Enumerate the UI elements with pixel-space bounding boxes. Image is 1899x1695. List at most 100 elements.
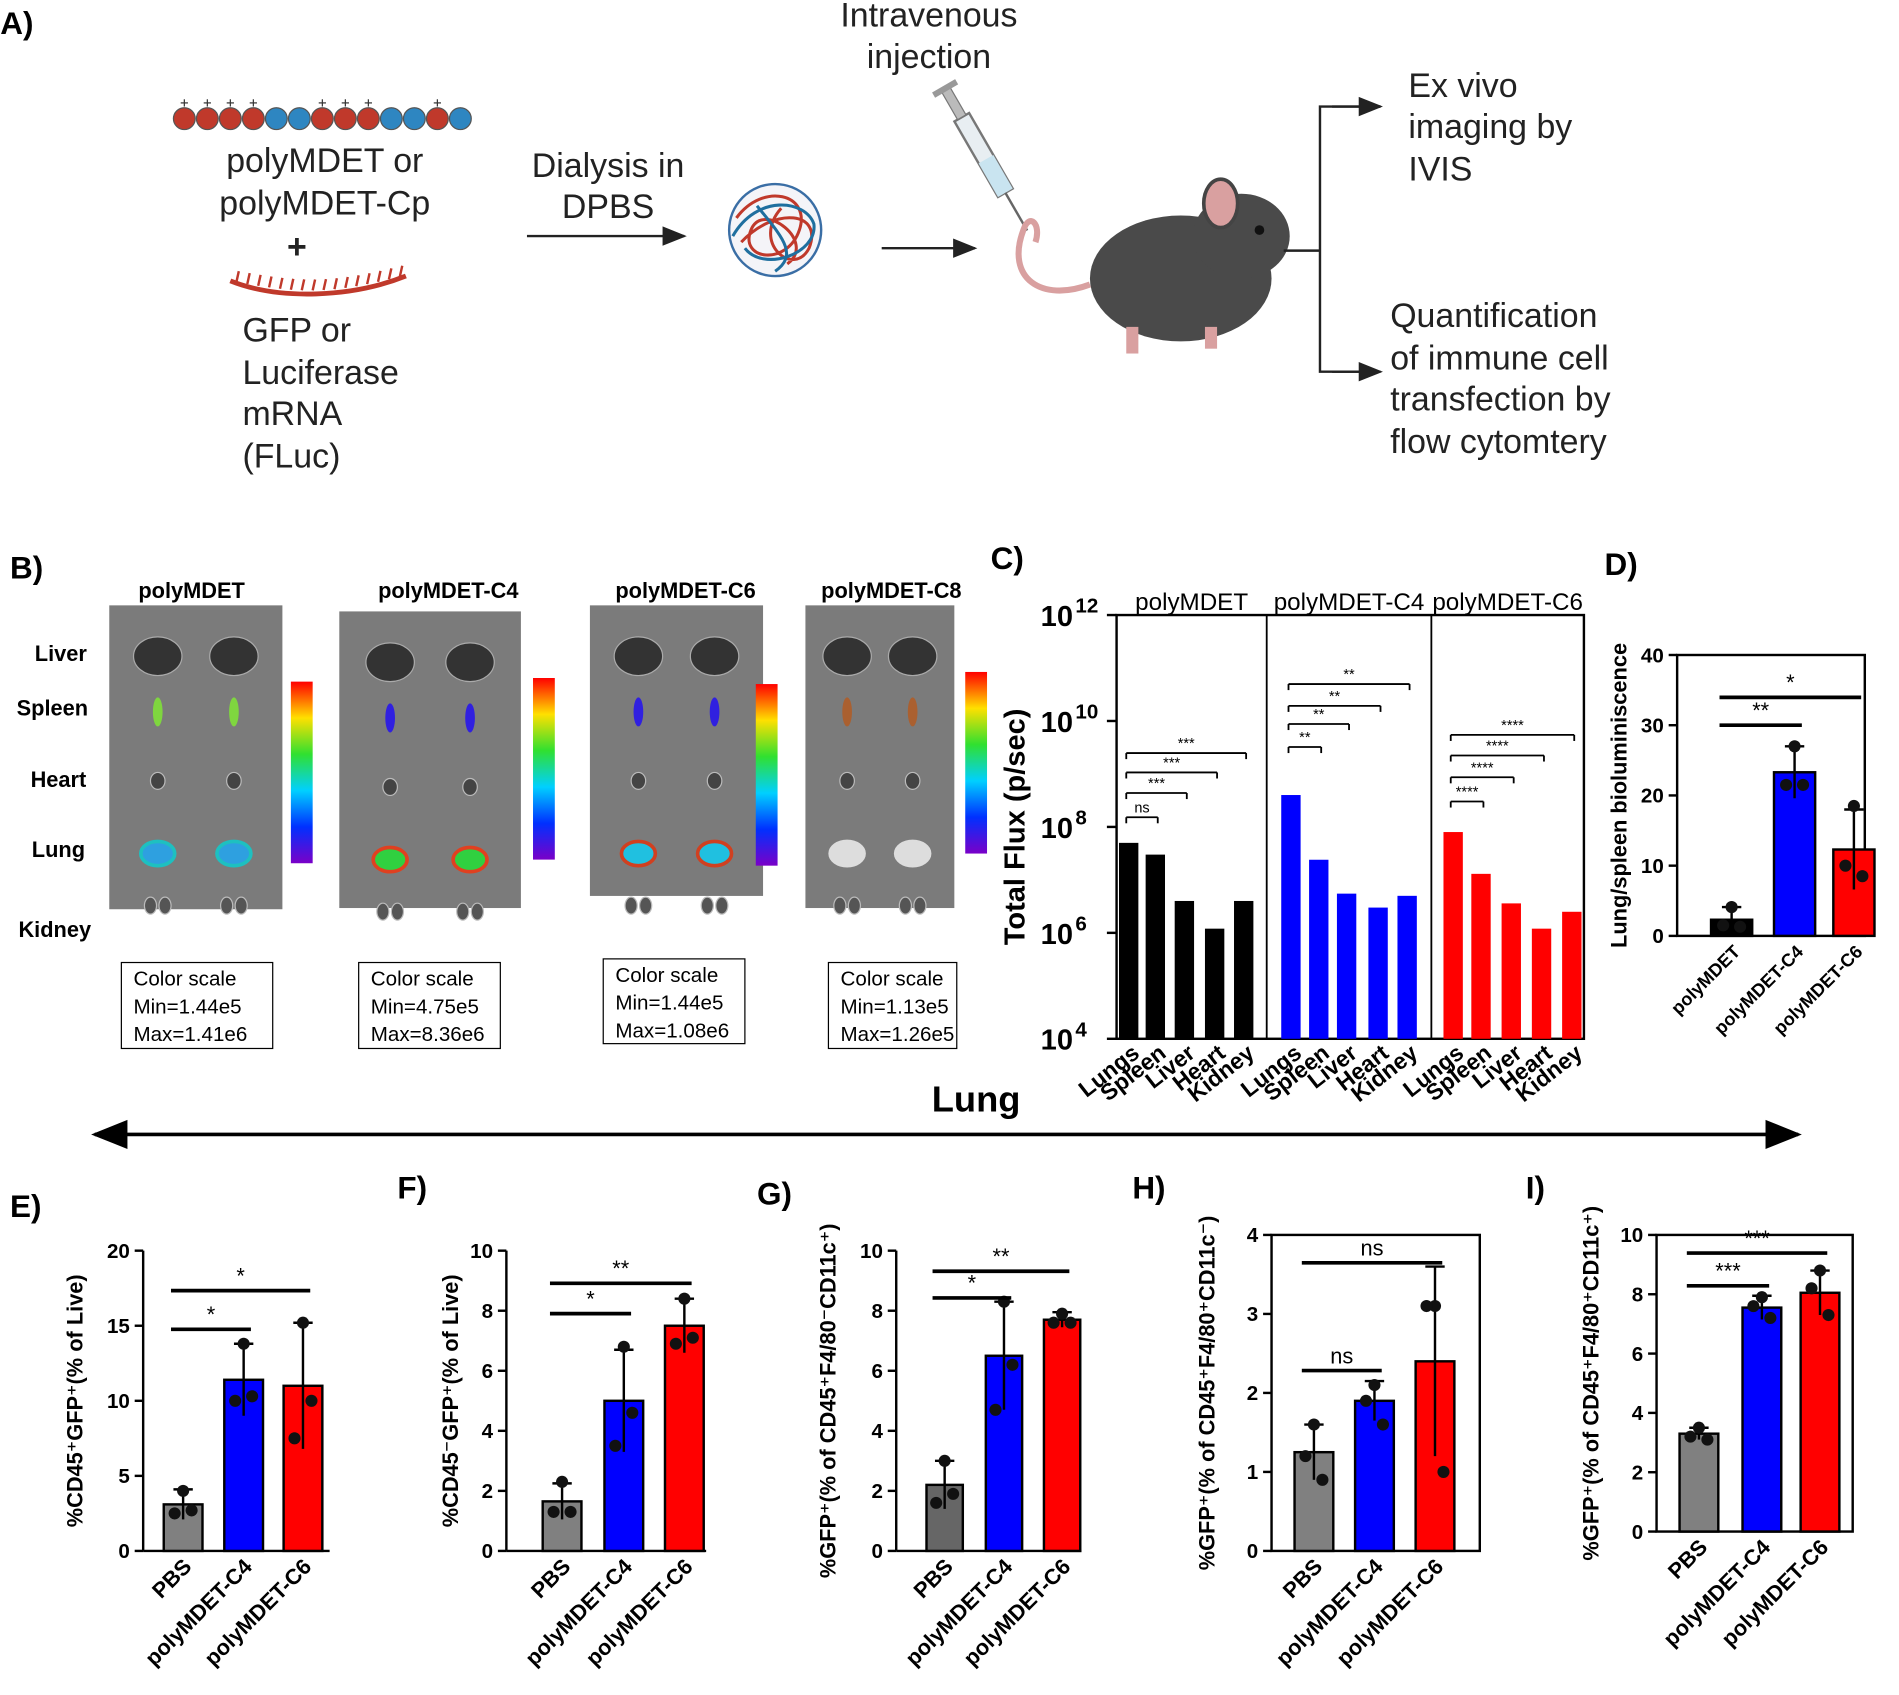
data-point: [947, 1487, 960, 1500]
data-point: [1725, 901, 1738, 914]
section-label: Lung: [932, 1078, 1021, 1119]
y-tick-label: 10: [470, 1240, 493, 1263]
y-tick-label: 10: [1041, 707, 1073, 739]
data-point: [1307, 1418, 1320, 1431]
organ-label: Spleen: [17, 696, 88, 721]
data-point: [1428, 1299, 1442, 1313]
bead: [241, 107, 265, 131]
spleen: [229, 697, 239, 727]
significance-label: ns: [1134, 800, 1149, 816]
color-scale-text: Color scale: [615, 964, 718, 987]
data-point: [1047, 1316, 1060, 1329]
data-point: [1734, 920, 1747, 933]
significance-label: **: [1752, 698, 1769, 723]
y-axis-label: %CD45⁻GFP⁺(% of Live): [438, 1274, 463, 1527]
data-point: [1299, 1450, 1312, 1463]
y-tick-label: 15: [107, 1315, 130, 1338]
x-tick-label: PBS: [1278, 1554, 1327, 1603]
data-point: [1797, 778, 1810, 791]
y-tick-base: 10: [1041, 813, 1073, 845]
kidney: [624, 896, 638, 915]
y-tick-label: 0: [1652, 925, 1663, 948]
color-scale-text: Max=1.41e6: [133, 1023, 247, 1046]
lung: [828, 839, 866, 868]
y-tick-exponent: 8: [1075, 806, 1086, 829]
y-axis-label: %GFP⁺(% of CD45⁺F4/80⁺CD11c⁻): [1195, 1216, 1220, 1571]
polyplex: [727, 182, 823, 278]
y-tick-label: 10: [1041, 919, 1073, 951]
x-tick-label: PBS: [1663, 1534, 1712, 1583]
y-tick-label: 10: [1041, 1025, 1073, 1057]
x-tick-label: polyMDET-C6: [581, 1554, 698, 1671]
bar: [1368, 907, 1388, 1039]
heart: [149, 771, 166, 790]
bar: [1281, 795, 1301, 1039]
y-tick-label: 40: [1641, 644, 1664, 667]
data-point: [547, 1505, 560, 1518]
color-scale-text: Color scale: [841, 968, 944, 991]
data-point: [669, 1337, 682, 1350]
panel-b: B) Liver Spleen Heart Lung Kidney polyMD…: [10, 551, 988, 1050]
panel-a: A) polyMDET or polyMDET-Cp + GFP or Luci…: [0, 0, 1610, 475]
liver: [132, 636, 183, 677]
y-tick-label: 6: [1632, 1343, 1643, 1366]
outcome-text: Quantification: [1390, 297, 1597, 335]
kidney: [700, 896, 714, 915]
significance-label: *: [207, 1302, 216, 1327]
lung: [215, 839, 253, 868]
heart: [706, 771, 723, 790]
heart: [226, 771, 242, 790]
polymer-chain: [172, 99, 472, 131]
y-tick-label: 20: [1641, 785, 1664, 808]
bar: [1799, 1291, 1841, 1533]
organ-label: Heart: [31, 767, 87, 792]
y-tick-label: 10: [1641, 855, 1664, 878]
base: [235, 270, 240, 283]
kidney: [898, 896, 913, 915]
kidney: [376, 902, 390, 921]
base: [300, 279, 306, 291]
color-bar: [533, 678, 555, 860]
bar: [1501, 903, 1521, 1039]
y-tick-label: 2: [482, 1480, 493, 1503]
y-tick-exponent: 4: [1075, 1018, 1087, 1041]
data-point: [1684, 1430, 1697, 1443]
y-tick-label: 0: [1632, 1521, 1643, 1544]
significance-label: **: [1329, 689, 1341, 705]
color-bar: [965, 671, 988, 854]
kidney: [913, 896, 927, 915]
bar: [1042, 1318, 1082, 1553]
branch-lines: [1283, 105, 1381, 373]
color-scale-box: [827, 961, 958, 1050]
base: [289, 278, 295, 290]
heart: [382, 777, 399, 797]
significance-label: ns: [1330, 1343, 1353, 1368]
outcome-text: Ex vivo: [1408, 67, 1517, 105]
liver: [209, 636, 259, 677]
data-point: [1056, 1307, 1069, 1320]
x-tick-label: PBS: [147, 1554, 196, 1603]
data-point: [930, 1496, 943, 1509]
x-tick-label: polyMDET-C6: [199, 1554, 316, 1671]
color-scale-text: Min=1.44e5: [133, 995, 241, 1018]
y-tick-label: 0: [1247, 1540, 1258, 1563]
organ-label: Lung: [32, 837, 85, 862]
y-tick-label: 4: [1632, 1402, 1644, 1425]
data-point: [1717, 919, 1730, 932]
bar: [1145, 854, 1166, 1039]
y-tick-label: 2: [871, 1480, 882, 1503]
significance-label: ***: [1148, 776, 1165, 792]
bead: [218, 107, 242, 131]
significance-label: **: [1313, 707, 1325, 723]
lung: [893, 839, 932, 868]
lung: [619, 839, 658, 868]
y-tick-label: 3: [1247, 1303, 1258, 1326]
panel-label: E): [10, 1189, 41, 1224]
kidney: [143, 896, 158, 915]
heart: [462, 777, 478, 797]
bead: [448, 107, 472, 131]
injection-text: injection: [867, 38, 991, 76]
y-tick-label: 0: [482, 1540, 493, 1563]
y-tick-base: 10: [1041, 707, 1073, 739]
